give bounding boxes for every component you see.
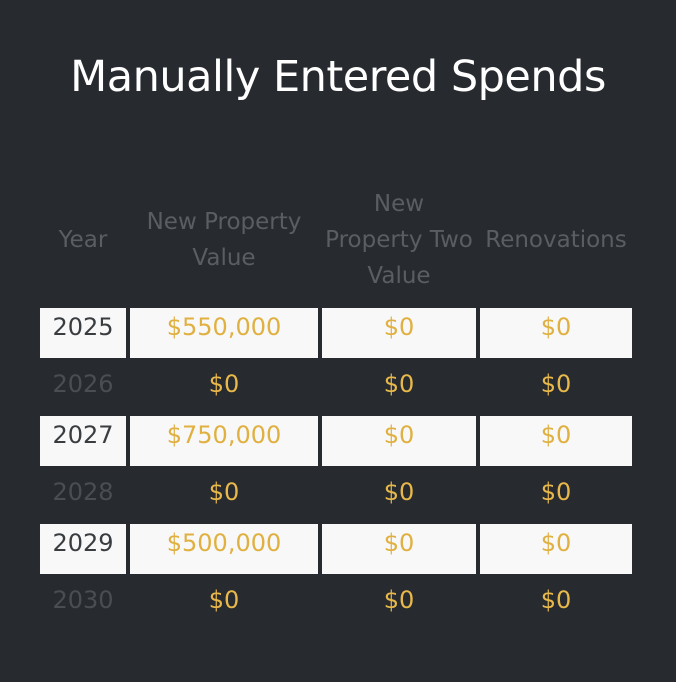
new-property-value: $0: [208, 478, 240, 506]
column-header-new-property-two-value: New Property Two Value: [325, 191, 473, 289]
new-property-value-input[interactable]: $500,000: [130, 524, 318, 574]
new-property-two-value-input[interactable]: $0: [322, 416, 476, 466]
new-property-two-value: $0: [383, 478, 415, 506]
year-cell: 2025: [40, 308, 126, 358]
new-property-two-value-input[interactable]: $0: [322, 524, 476, 574]
new-property-value: $0: [208, 586, 240, 614]
new-property-two-value-input[interactable]: $0: [322, 308, 476, 358]
table-row: 2026 $0 $0 $0: [40, 362, 632, 412]
table-row: 2029 $500,000 $0 $0: [40, 524, 632, 574]
renovations-input[interactable]: $0: [480, 308, 632, 358]
year-cell: 2027: [40, 416, 126, 466]
renovations-value: $0: [540, 586, 572, 614]
new-property-value-input[interactable]: $750,000: [130, 416, 318, 466]
table-row: 2030 $0 $0 $0: [40, 578, 632, 628]
table-row: 2025 $550,000 $0 $0: [40, 308, 632, 358]
new-property-value-input[interactable]: $550,000: [130, 308, 318, 358]
page-title: Manually Entered Spends: [70, 52, 606, 102]
year-cell: 2026: [52, 370, 114, 398]
year-cell: 2030: [52, 586, 114, 614]
year-cell: 2029: [40, 524, 126, 574]
new-property-two-value: $0: [383, 586, 415, 614]
new-property-value: $0: [208, 370, 240, 398]
renovations-input[interactable]: $0: [480, 416, 632, 466]
year-cell: 2028: [52, 478, 114, 506]
renovations-value: $0: [540, 478, 572, 506]
renovations-input[interactable]: $0: [480, 524, 632, 574]
new-property-two-value: $0: [383, 370, 415, 398]
column-header-renovations: Renovations: [485, 227, 627, 253]
table-row: 2028 $0 $0 $0: [40, 470, 632, 520]
column-header-year: Year: [58, 227, 108, 253]
table-row: 2027 $750,000 $0 $0: [40, 416, 632, 466]
renovations-value: $0: [540, 370, 572, 398]
column-header-new-property-value: New Property Value: [146, 209, 302, 271]
